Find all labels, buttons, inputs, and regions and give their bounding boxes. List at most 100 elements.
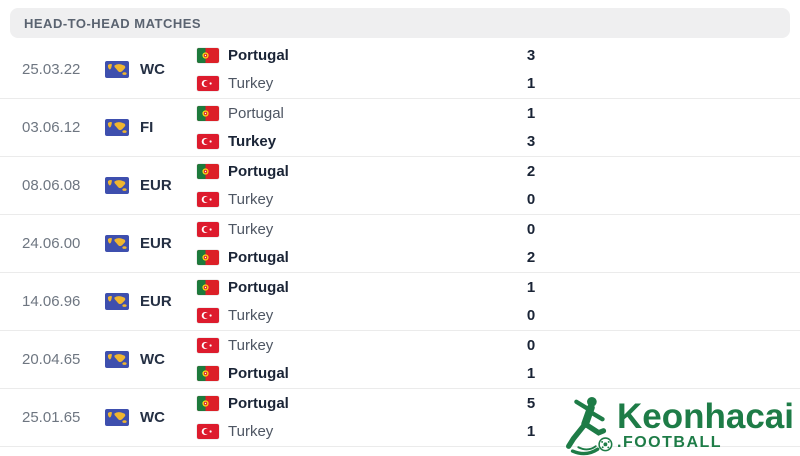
- team-score: 2: [526, 163, 536, 180]
- competition-label: FI: [140, 119, 154, 136]
- watermark-subtitle: .FOOTBALL: [617, 434, 723, 451]
- section-title: HEAD-TO-HEAD MATCHES: [24, 15, 202, 31]
- team-name: Portugal: [228, 279, 289, 296]
- portugal-flag-icon: [197, 250, 219, 265]
- team-name: Portugal: [228, 395, 289, 412]
- team-line: Portugal 5: [197, 393, 551, 414]
- team-score: 1: [526, 105, 536, 122]
- team-score: 1: [526, 423, 536, 440]
- competition: WC: [105, 61, 197, 78]
- turkey-flag-icon: [197, 222, 219, 237]
- team-line: Turkey 1: [197, 73, 551, 94]
- turkey-flag-icon: [197, 424, 219, 439]
- world-flag-icon: [105, 293, 129, 310]
- competition: WC: [105, 409, 197, 426]
- world-flag-icon: [105, 119, 129, 136]
- team-line: Portugal 2: [197, 247, 551, 268]
- world-flag-icon: [105, 61, 129, 78]
- team-score: 3: [526, 47, 536, 64]
- teams-and-scores: Turkey 0 Portugal 2: [197, 219, 551, 268]
- portugal-flag-icon: [197, 280, 219, 295]
- portugal-flag-icon: [197, 396, 219, 411]
- teams-and-scores: Portugal 2 Turkey 0: [197, 161, 551, 210]
- teams-and-scores: Portugal 1 Turkey 3: [197, 103, 551, 152]
- team-line: Turkey 3: [197, 131, 551, 152]
- competition: WC: [105, 351, 197, 368]
- match-date: 14.06.96: [22, 293, 81, 310]
- team-line: Portugal 2: [197, 161, 551, 182]
- match-row: 24.06.00 EUR Turkey 0 Portugal: [0, 215, 800, 273]
- section-header: HEAD-TO-HEAD MATCHES: [10, 8, 790, 38]
- team-line: Portugal 1: [197, 277, 551, 298]
- team-name: Turkey: [228, 191, 274, 208]
- head-to-head-list: 25.03.22 WC Portugal 3 Turkey: [0, 41, 800, 447]
- team-score: 1: [526, 75, 536, 92]
- turkey-flag-icon: [197, 76, 219, 91]
- team-name: Turkey: [228, 75, 274, 92]
- competition-label: WC: [140, 61, 165, 78]
- football-player-icon: [566, 396, 613, 456]
- teams-and-scores: Portugal 3 Turkey 1: [197, 45, 551, 94]
- team-name: Turkey: [228, 221, 274, 238]
- match-row: 25.01.65 WC Portugal 5 Turkey: [0, 389, 800, 447]
- competition: EUR: [105, 235, 197, 252]
- team-score: 5: [526, 395, 536, 412]
- team-name: Turkey: [228, 133, 277, 150]
- match-row: 08.06.08 EUR Portugal 2 Turkey: [0, 157, 800, 215]
- watermark-title: Keonhacai: [617, 396, 794, 436]
- portugal-flag-icon: [197, 48, 219, 63]
- portugal-flag-icon: [197, 164, 219, 179]
- world-flag-icon: [105, 351, 129, 368]
- competition-label: EUR: [140, 235, 172, 252]
- match-date: 24.06.00: [22, 235, 81, 252]
- teams-and-scores: Portugal 1 Turkey 0: [197, 277, 551, 326]
- match-row: 14.06.96 EUR Portugal 1 Turkey: [0, 273, 800, 331]
- team-name: Turkey: [228, 307, 274, 324]
- competition-label: EUR: [140, 177, 172, 194]
- team-name: Portugal: [228, 249, 289, 266]
- team-name: Portugal: [228, 105, 284, 122]
- team-line: Turkey 0: [197, 305, 551, 326]
- match-row: 03.06.12 FI Portugal 1 Turkey: [0, 99, 800, 157]
- team-score: 3: [526, 133, 536, 150]
- team-score: 0: [526, 221, 536, 238]
- world-flag-icon: [105, 409, 129, 426]
- team-score: 1: [526, 279, 536, 296]
- teams-and-scores: Portugal 5 Turkey 1: [197, 393, 551, 442]
- team-name: Portugal: [228, 163, 289, 180]
- competition-label: WC: [140, 409, 165, 426]
- team-score: 2: [526, 249, 536, 266]
- competition: EUR: [105, 293, 197, 310]
- match-date: 03.06.12: [22, 119, 81, 136]
- competition-label: EUR: [140, 293, 172, 310]
- team-line: Portugal 1: [197, 363, 551, 384]
- turkey-flag-icon: [197, 192, 219, 207]
- teams-and-scores: Turkey 0 Portugal 1: [197, 335, 551, 384]
- team-score: 0: [526, 191, 536, 208]
- competition-label: WC: [140, 351, 165, 368]
- team-score: 1: [526, 365, 536, 382]
- team-line: Turkey 0: [197, 335, 551, 356]
- match-date: 25.03.22: [22, 61, 81, 78]
- competition: EUR: [105, 177, 197, 194]
- team-name: Portugal: [228, 365, 289, 382]
- team-name: Turkey: [228, 337, 274, 354]
- world-flag-icon: [105, 235, 129, 252]
- watermark-logo: Keonhacai .FOOTBALL: [559, 394, 794, 456]
- team-name: Portugal: [228, 47, 289, 64]
- team-line: Turkey 0: [197, 189, 551, 210]
- team-score: 0: [526, 337, 536, 354]
- match-date: 25.01.65: [22, 409, 81, 426]
- portugal-flag-icon: [197, 366, 219, 381]
- turkey-flag-icon: [197, 308, 219, 323]
- team-name: Turkey: [228, 423, 274, 440]
- team-line: Turkey 0: [197, 219, 551, 240]
- turkey-flag-icon: [197, 134, 219, 149]
- team-line: Portugal 3: [197, 45, 551, 66]
- turkey-flag-icon: [197, 338, 219, 353]
- team-line: Turkey 1: [197, 421, 551, 442]
- world-flag-icon: [105, 177, 129, 194]
- team-score: 0: [526, 307, 536, 324]
- competition: FI: [105, 119, 197, 136]
- match-date: 20.04.65: [22, 351, 81, 368]
